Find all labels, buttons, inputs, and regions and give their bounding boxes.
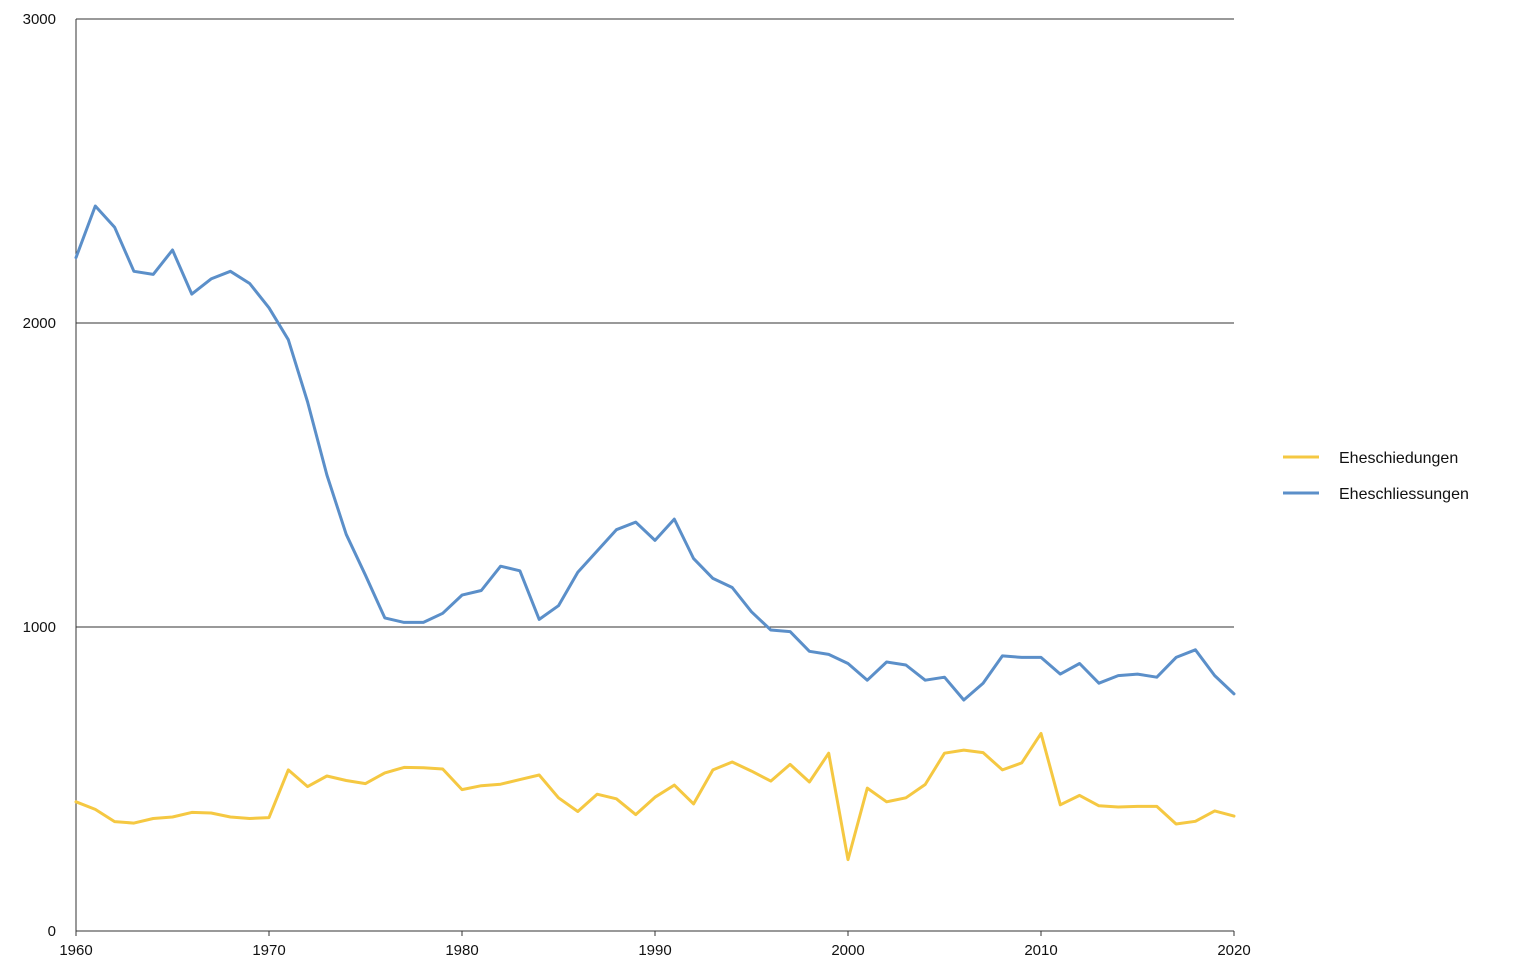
grid-layer	[76, 18, 1234, 628]
series-layer	[74, 204, 1236, 862]
x-tick-label: 1980	[445, 942, 478, 959]
tick-label-layer: 0 1000 2000 3000 1960 1970 1980 1990 2000 2010 202…	[23, 11, 1251, 959]
x-tick-label: 1970	[252, 942, 285, 959]
x-tick-label: 2010	[1024, 942, 1057, 959]
legend-label-eheschiedungen: Eheschiedungen	[1339, 450, 1458, 467]
legend-label-eheschliessungen: Eheschliessungen	[1339, 486, 1469, 503]
y-tick-label: 1000	[23, 619, 56, 636]
y-tick-label: 0	[48, 923, 56, 940]
y-tick-label: 3000	[23, 11, 56, 28]
series-line-eheschiedungen	[74, 731, 1236, 862]
legend: Eheschiedungen Eheschliessungen	[1283, 450, 1469, 503]
axis-layer	[75, 19, 1235, 936]
x-tick-label: 2000	[831, 942, 864, 959]
x-tick-label: 1990	[638, 942, 671, 959]
x-tick-label: 1960	[59, 942, 92, 959]
y-tick-label: 2000	[23, 315, 56, 332]
series-line-eheschliessungen	[74, 204, 1236, 702]
x-tick-label: 2020	[1217, 942, 1250, 959]
